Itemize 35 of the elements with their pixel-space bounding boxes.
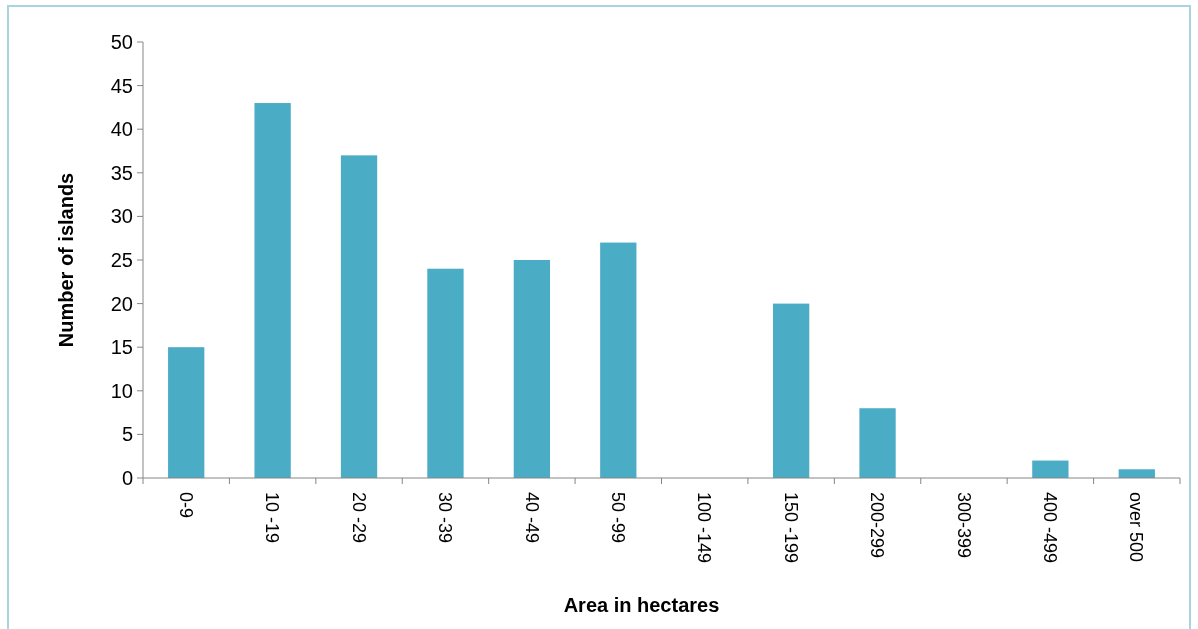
x-tick-label: 20 -29 bbox=[348, 492, 369, 544]
x-tick-label: 200-299 bbox=[867, 492, 888, 559]
x-tick-label: 10 -19 bbox=[262, 492, 283, 544]
y-tick-label: 25 bbox=[110, 249, 133, 271]
y-axis-title: Number of islands bbox=[55, 172, 77, 348]
x-tick-label: over 500 bbox=[1126, 492, 1147, 563]
bar bbox=[340, 155, 378, 478]
x-tick-label: 0-9 bbox=[175, 492, 196, 519]
bar bbox=[859, 408, 896, 478]
x-tick-label: 40 -49 bbox=[521, 492, 542, 544]
y-tick-label: 35 bbox=[110, 161, 133, 184]
y-tick-label: 0 bbox=[121, 467, 133, 489]
y-tick-label: 40 bbox=[110, 118, 133, 141]
x-tick-label: 400 -499 bbox=[1040, 492, 1061, 564]
x-tick-label: 100 -149 bbox=[694, 492, 715, 564]
y-tick-label: 5 bbox=[121, 423, 133, 446]
x-tick-label: 150 -199 bbox=[780, 492, 801, 564]
bar bbox=[254, 103, 291, 478]
y-tick-label: 15 bbox=[110, 336, 133, 359]
y-tick-label: 50 bbox=[110, 31, 133, 53]
y-tick-label: 20 bbox=[110, 292, 133, 315]
bar bbox=[1032, 460, 1069, 478]
x-tick-label: 30 -39 bbox=[435, 492, 456, 544]
bar bbox=[513, 260, 551, 478]
y-tick-label: 45 bbox=[110, 74, 133, 97]
bar bbox=[772, 303, 810, 478]
bar bbox=[168, 347, 205, 478]
y-tick-label: 30 bbox=[110, 205, 133, 228]
bar bbox=[427, 268, 464, 478]
bar bbox=[600, 242, 637, 478]
y-tick-label: 10 bbox=[110, 379, 133, 402]
x-tick-label: 300-399 bbox=[953, 492, 974, 559]
bar bbox=[1118, 469, 1155, 478]
x-tick-label: 50 -99 bbox=[607, 492, 628, 544]
x-axis-title: Area in hectares bbox=[563, 594, 720, 616]
